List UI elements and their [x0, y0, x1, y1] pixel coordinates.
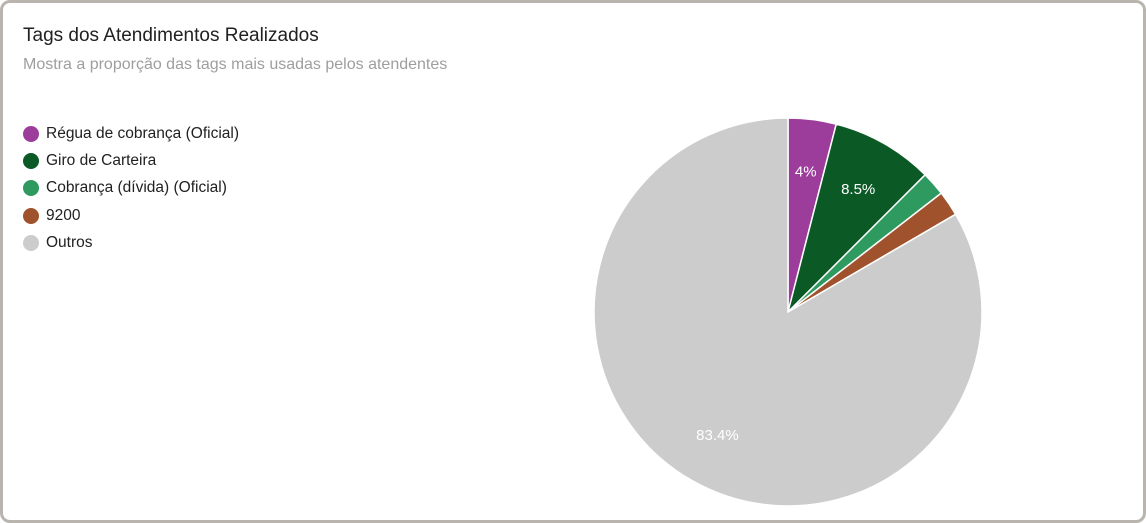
pie-slice-giro-de-carteira[interactable]: [786, 123, 927, 315]
pie-chart: 4% 8.5% 83.4%: [593, 117, 983, 507]
pie-slice-outros[interactable]: [593, 117, 983, 507]
legend-item-outros[interactable]: Outros: [23, 229, 239, 256]
legend-swatch: [23, 207, 39, 224]
legend-item-giro-de-carteira[interactable]: Giro de Carteira: [23, 147, 239, 174]
chart-legend: Régua de cobrança (Oficial) Giro de Cart…: [23, 120, 239, 256]
legend-label: Régua de cobrança (Oficial): [46, 124, 239, 142]
legend-swatch: [23, 125, 39, 142]
slice-data-label: 4%: [795, 163, 817, 180]
legend-label: 9200: [46, 206, 81, 224]
legend-swatch: [23, 152, 39, 169]
chart-subtitle: Mostra a proporção das tags mais usadas …: [23, 56, 448, 73]
slice-data-label: 8.5%: [841, 181, 875, 198]
legend-item-cobranca-divida[interactable]: Cobrança (dívida) (Oficial): [23, 175, 239, 202]
legend-label: Outros: [46, 233, 93, 251]
legend-label: Giro de Carteira: [46, 151, 157, 169]
legend-swatch: [23, 234, 39, 251]
legend-item-regua-de-cobranca[interactable]: Régua de cobrança (Oficial): [23, 120, 239, 147]
legend-label: Cobrança (dívida) (Oficial): [46, 179, 227, 197]
legend-item-9200[interactable]: 9200: [23, 202, 239, 229]
legend-swatch: [23, 180, 39, 197]
slice-data-label: 83.4%: [696, 427, 739, 444]
chart-title: Tags dos Atendimentos Realizados: [23, 25, 319, 46]
